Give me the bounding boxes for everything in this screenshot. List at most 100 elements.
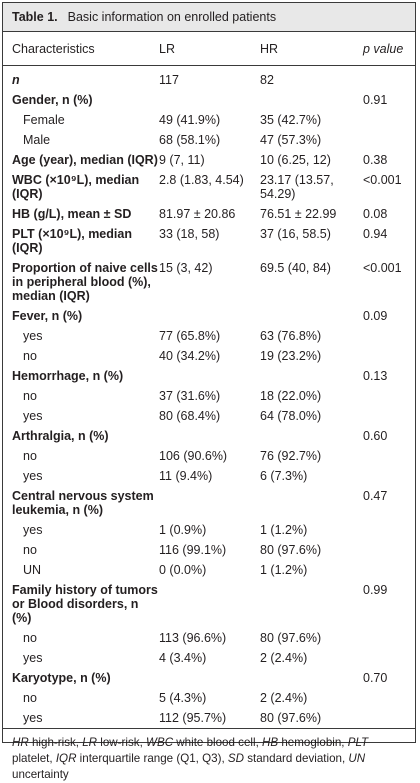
table-row: Family history of tumors or Blood disord… <box>3 580 415 628</box>
row-hr-value: 23.17 (13.57, 54.29) <box>260 173 334 201</box>
row-label: Fever, n (%) <box>12 309 83 323</box>
row-hr-value: 6 (7.3%) <box>260 469 308 483</box>
row-hr-value: 10 (6.25, 12) <box>260 153 331 167</box>
row-label: yes <box>23 329 43 343</box>
footnote-abbreviation: LR <box>82 736 98 749</box>
table-row: UN 0 (0.0%) 1 (1.2%) <box>3 560 415 580</box>
row-label: yes <box>23 469 43 483</box>
row-hr-value: 76.51 ± 22.99 <box>260 207 337 221</box>
table-row: no 116 (99.1%) 80 (97.6%) <box>3 540 415 560</box>
row-label: Male <box>23 133 51 147</box>
row-p-value: 0.60 <box>363 429 388 443</box>
table-row: Hemorrhage, n (%) 0.13 <box>3 366 415 386</box>
table-row: yes 80 (68.4%) 64 (78.0%) <box>3 406 415 426</box>
row-label: no <box>23 631 37 645</box>
row-label: yes <box>23 523 43 537</box>
footnote-definition: interquartile range (Q1, Q3), <box>76 752 228 765</box>
footnote-definition: platelet, <box>12 752 56 765</box>
header-hr: HR <box>260 41 279 56</box>
row-hr-value: 19 (23.2%) <box>260 349 322 363</box>
row-hr-value: 82 <box>260 73 274 87</box>
table-row: yes 11 (9.4%) 6 (7.3%) <box>3 466 415 486</box>
row-hr-value: 69.5 (40, 84) <box>260 261 331 275</box>
footnote-abbreviation: WBC <box>146 736 174 749</box>
row-hr-value: 63 (76.8%) <box>260 329 322 343</box>
footnote-definition: high-risk, <box>28 736 83 749</box>
row-p-value: 0.94 <box>363 227 388 241</box>
row-hr-value: 76 (92.7%) <box>260 449 322 463</box>
table-row: no 5 (4.3%) 2 (2.4%) <box>3 688 415 708</box>
row-hr-value: 35 (42.7%) <box>260 113 322 127</box>
row-label: yes <box>23 651 43 665</box>
table-row: Female 49 (41.9%) 35 (42.7%) <box>3 110 415 130</box>
row-hr-value: 80 (97.6%) <box>260 543 322 557</box>
row-label: no <box>23 449 37 463</box>
row-label: Karyotype, n (%) <box>12 671 111 685</box>
table-row: Arthralgia, n (%) 0.60 <box>3 426 415 446</box>
row-label: HB (g/L), mean ± SD <box>12 207 132 221</box>
row-lr-value: 5 (4.3%) <box>159 691 207 705</box>
row-label: n <box>12 73 20 87</box>
row-label: no <box>23 543 37 557</box>
footnote-definition: white blood cell, <box>173 736 263 749</box>
table-row: yes 112 (95.7%) 80 (97.6%) <box>3 708 415 728</box>
row-label: Age (year), median (IQR) <box>12 153 158 167</box>
table-row: n 117 82 <box>3 70 415 90</box>
header-p-value: p value <box>363 41 404 56</box>
row-lr-value: 33 (18, 58) <box>159 227 220 241</box>
row-lr-value: 2.8 (1.83, 4.54) <box>159 173 244 187</box>
row-hr-value: 47 (57.3%) <box>260 133 322 147</box>
row-p-value: 0.99 <box>363 583 388 597</box>
row-p-value: <0.001 <box>363 261 402 275</box>
row-label: WBC (×10⁹L), median (IQR) <box>12 173 140 201</box>
row-hr-value: 18 (22.0%) <box>260 389 322 403</box>
row-lr-value: 112 (95.7%) <box>159 711 227 725</box>
header-characteristics: Characteristics <box>12 41 95 56</box>
row-hr-value: 37 (16, 58.5) <box>260 227 331 241</box>
row-lr-value: 68 (58.1%) <box>159 133 221 147</box>
table-header-row: Characteristics LR HR p value <box>3 32 415 66</box>
row-hr-value: 80 (97.6%) <box>260 631 322 645</box>
row-lr-value: 4 (3.4%) <box>159 651 207 665</box>
table-row: Male 68 (58.1%) 47 (57.3%) <box>3 130 415 150</box>
row-p-value: 0.13 <box>363 369 388 383</box>
table-row: Karyotype, n (%) 0.70 <box>3 668 415 688</box>
table-row: yes 4 (3.4%) 2 (2.4%) <box>3 648 415 668</box>
row-p-value: 0.47 <box>363 489 388 503</box>
table-caption: Table 1. Basic information on enrolled p… <box>3 3 415 32</box>
row-label: no <box>23 691 37 705</box>
row-label: Family history of tumors or Blood disord… <box>12 583 158 625</box>
row-lr-value: 116 (99.1%) <box>159 543 227 557</box>
row-label: Central nervous system leukemia, n (%) <box>12 489 154 517</box>
footnote-abbreviation: UN <box>348 752 366 765</box>
row-label: Proportion of naive cells in peripheral … <box>12 261 158 303</box>
table-row: yes 77 (65.8%) 63 (76.8%) <box>3 326 415 346</box>
row-hr-value: 2 (2.4%) <box>260 651 308 665</box>
header-lr: LR <box>159 41 175 56</box>
footnote-abbreviation: IQR <box>55 752 77 765</box>
row-hr-value: 64 (78.0%) <box>260 409 322 423</box>
row-lr-value: 49 (41.9%) <box>159 113 221 127</box>
footnote-abbreviation: HB <box>262 736 279 749</box>
row-lr-value: 81.97 ± 20.86 <box>159 207 236 221</box>
row-p-value: 0.70 <box>363 671 388 685</box>
row-label: UN <box>23 563 42 577</box>
footnote-definition: low-risk, <box>97 736 147 749</box>
table-footnote: HR high-risk, LR low-risk, WBC white blo… <box>3 729 415 783</box>
footnote-abbreviation: HR <box>12 736 29 749</box>
table-row: yes 1 (0.9%) 1 (1.2%) <box>3 520 415 540</box>
row-lr-value: 117 <box>159 73 179 87</box>
table-row: Central nervous system leukemia, n (%) 0.… <box>3 486 415 520</box>
row-hr-value: 1 (1.2%) <box>260 523 308 537</box>
row-hr-value: 1 (1.2%) <box>260 563 308 577</box>
table-title: Basic information on enrolled patients <box>67 10 277 24</box>
table-row: Proportion of naive cells in peripheral … <box>3 258 415 306</box>
table-row: HB (g/L), mean ± SD 81.97 ± 20.86 76.51 ± … <box>3 204 415 224</box>
row-lr-value: 113 (96.6%) <box>159 631 227 645</box>
row-lr-value: 0 (0.0%) <box>159 563 207 577</box>
table-row: Age (year), median (IQR) 9 (7, 11) 10 (6.2… <box>3 150 415 170</box>
row-lr-value: 1 (0.9%) <box>159 523 207 537</box>
row-lr-value: 9 (7, 11) <box>159 153 205 167</box>
table-row: Gender, n (%) 0.91 <box>3 90 415 110</box>
